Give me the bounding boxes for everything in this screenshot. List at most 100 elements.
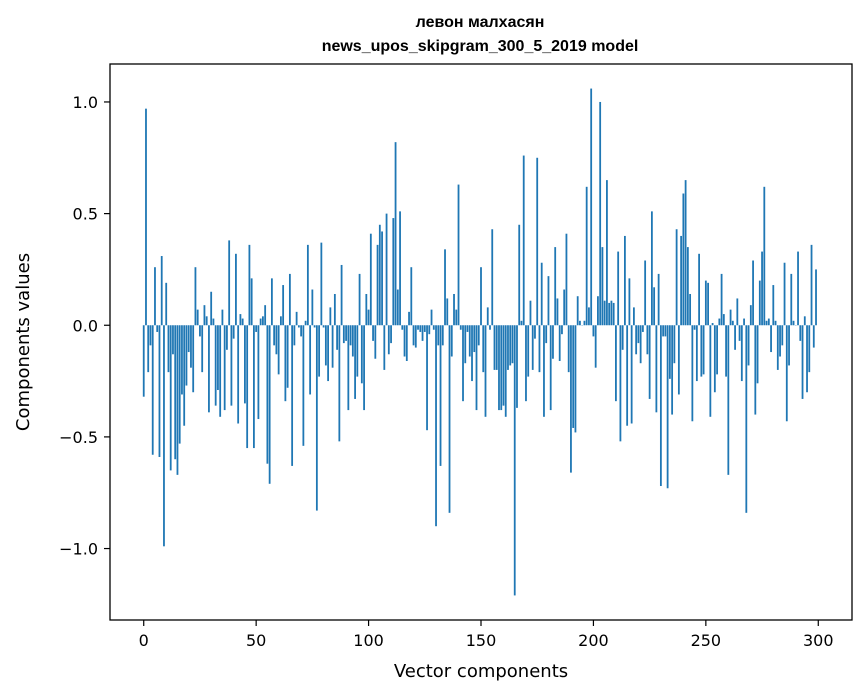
bar-30 (210, 291, 213, 326)
bar-138 (453, 293, 455, 326)
bar-162 (507, 325, 509, 370)
bar-200 (592, 325, 595, 337)
bar-205 (603, 300, 606, 326)
bar-72 (304, 320, 307, 326)
bar-166 (516, 325, 518, 408)
bar-4 (151, 325, 154, 455)
bar-202 (597, 296, 599, 326)
bar-115 (401, 325, 404, 330)
bar-230 (659, 325, 662, 487)
bar-277 (765, 320, 768, 326)
bar-50 (255, 325, 258, 332)
bar-156 (493, 325, 496, 370)
bar-9 (163, 325, 165, 547)
bar-55 (266, 325, 269, 464)
bar-135 (446, 298, 449, 326)
bar-248 (700, 325, 703, 377)
y-tick-label: −0.5 (59, 428, 98, 447)
bar-20 (187, 325, 190, 353)
bar-209 (612, 302, 615, 326)
bar-158 (498, 325, 500, 411)
x-axis-ticks: 0 50 100 150 200 250 300 (139, 620, 834, 650)
bar-25 (199, 325, 201, 337)
bar-146 (471, 325, 473, 382)
bar-35 (221, 309, 224, 326)
bar-83 (329, 307, 332, 326)
bar-47 (248, 244, 251, 326)
bar-241 (684, 180, 687, 326)
bar-18 (183, 325, 186, 426)
bar-29 (208, 325, 210, 413)
bar-149 (477, 325, 480, 346)
bar-82 (327, 325, 329, 382)
bar-296 (808, 325, 811, 373)
bar-52 (259, 318, 262, 326)
bar-145 (468, 325, 471, 357)
bar-90 (345, 325, 347, 341)
bar-100 (367, 309, 370, 326)
bar-160 (502, 325, 505, 406)
bar-215 (626, 325, 629, 426)
bar-284 (781, 325, 784, 346)
bar-257 (720, 273, 723, 326)
bar-198 (588, 307, 590, 326)
bar-203 (599, 101, 602, 326)
bar-264 (736, 298, 739, 326)
bar-293 (801, 325, 804, 399)
bar-97 (360, 325, 363, 384)
bar-108 (385, 213, 388, 326)
bar-176 (538, 325, 541, 373)
bar-243 (689, 293, 692, 326)
bar-175 (536, 157, 539, 326)
bar-54 (264, 305, 267, 326)
bar-193 (576, 296, 579, 326)
y-tick-label: −1.0 (59, 540, 98, 559)
bar-17 (181, 325, 183, 395)
bar-253 (711, 323, 714, 326)
bar-265 (738, 325, 741, 341)
bar-119 (410, 267, 413, 326)
bar-68 (295, 311, 298, 326)
bar-44 (241, 318, 244, 326)
bar-78 (318, 325, 321, 377)
bar-106 (381, 231, 383, 326)
bar-45 (244, 325, 246, 404)
x-tick-label: 0 (139, 631, 149, 650)
bar-240 (682, 193, 685, 326)
bar-159 (500, 325, 503, 411)
bar-46 (246, 325, 249, 449)
bar-93 (351, 325, 354, 357)
bar-95 (356, 325, 359, 377)
bar-224 (646, 325, 649, 355)
bar-27 (203, 305, 206, 326)
bar-53 (262, 316, 264, 326)
bar-88 (340, 264, 343, 326)
bar-147 (473, 325, 476, 353)
bar-218 (633, 307, 635, 326)
x-tick-label: 300 (803, 631, 834, 650)
bar-142 (462, 325, 464, 402)
bar-77 (315, 325, 318, 511)
bar-139 (455, 309, 458, 326)
bar-238 (677, 325, 680, 395)
bar-129 (432, 325, 435, 330)
bar-84 (331, 325, 334, 368)
x-tick-label: 250 (691, 631, 722, 650)
bar-89 (342, 325, 345, 344)
bar-228 (655, 325, 658, 413)
bar-212 (619, 325, 622, 442)
bar-148 (475, 325, 478, 411)
bar-185 (558, 325, 561, 361)
bar-235 (671, 325, 674, 415)
y-tick-label: 0.0 (73, 316, 98, 335)
bar-285 (783, 262, 786, 326)
bar-261 (729, 309, 732, 326)
bar-229 (657, 273, 660, 326)
bar-127 (428, 325, 431, 335)
bar-64 (286, 325, 289, 388)
bar-274 (758, 280, 761, 326)
bar-102 (372, 325, 374, 341)
bar-111 (392, 218, 395, 326)
bar-201 (594, 325, 597, 368)
bar-63 (284, 325, 287, 402)
